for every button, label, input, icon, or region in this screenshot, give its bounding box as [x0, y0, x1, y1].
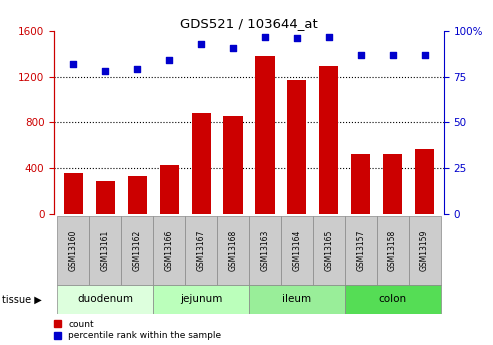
Point	[357, 52, 365, 58]
Text: GSM13161: GSM13161	[101, 229, 110, 271]
Bar	[185, 216, 217, 285]
Bar	[287, 80, 307, 214]
Bar	[351, 155, 370, 214]
Point	[197, 41, 205, 47]
Bar	[217, 216, 249, 285]
Bar	[121, 216, 153, 285]
Text: GSM13167: GSM13167	[197, 229, 206, 271]
Bar	[223, 116, 243, 214]
Point	[165, 58, 173, 63]
Bar	[345, 285, 441, 314]
Point	[293, 36, 301, 41]
Point	[70, 61, 77, 67]
Text: duodenum: duodenum	[77, 294, 133, 304]
Bar	[319, 67, 338, 214]
Text: GSM13162: GSM13162	[133, 229, 141, 271]
Bar	[249, 216, 281, 285]
Bar	[345, 216, 377, 285]
Bar	[153, 285, 249, 314]
Bar	[153, 216, 185, 285]
Text: GSM13163: GSM13163	[260, 229, 270, 271]
Text: GSM13168: GSM13168	[228, 229, 238, 271]
Title: GDS521 / 103644_at: GDS521 / 103644_at	[180, 17, 318, 30]
Bar	[249, 285, 345, 314]
Text: GSM13164: GSM13164	[292, 229, 301, 271]
Bar	[281, 216, 313, 285]
Text: GSM13158: GSM13158	[388, 229, 397, 271]
Point	[388, 52, 396, 58]
Text: colon: colon	[379, 294, 407, 304]
Bar	[96, 181, 115, 214]
Bar	[57, 216, 89, 285]
Bar	[64, 173, 83, 214]
Bar	[191, 113, 211, 214]
Text: GSM13159: GSM13159	[420, 229, 429, 271]
Text: ileum: ileum	[282, 294, 312, 304]
Point	[229, 45, 237, 50]
Legend: count, percentile rank within the sample: count, percentile rank within the sample	[54, 320, 221, 341]
Bar	[383, 155, 402, 214]
Text: jejunum: jejunum	[180, 294, 222, 304]
Bar	[57, 285, 153, 314]
Point	[325, 34, 333, 39]
Bar	[255, 56, 275, 214]
Bar	[89, 216, 121, 285]
Point	[421, 52, 428, 58]
Text: GSM13160: GSM13160	[69, 229, 78, 271]
Point	[102, 69, 109, 74]
Bar	[415, 149, 434, 214]
Point	[261, 34, 269, 39]
Point	[133, 67, 141, 72]
Bar	[160, 165, 179, 214]
Text: GSM13157: GSM13157	[356, 229, 365, 271]
Text: GSM13166: GSM13166	[165, 229, 174, 271]
Text: GSM13165: GSM13165	[324, 229, 333, 271]
Bar	[377, 216, 409, 285]
Bar	[313, 216, 345, 285]
Text: tissue ▶: tissue ▶	[2, 294, 42, 304]
Bar	[409, 216, 441, 285]
Bar	[128, 176, 147, 214]
